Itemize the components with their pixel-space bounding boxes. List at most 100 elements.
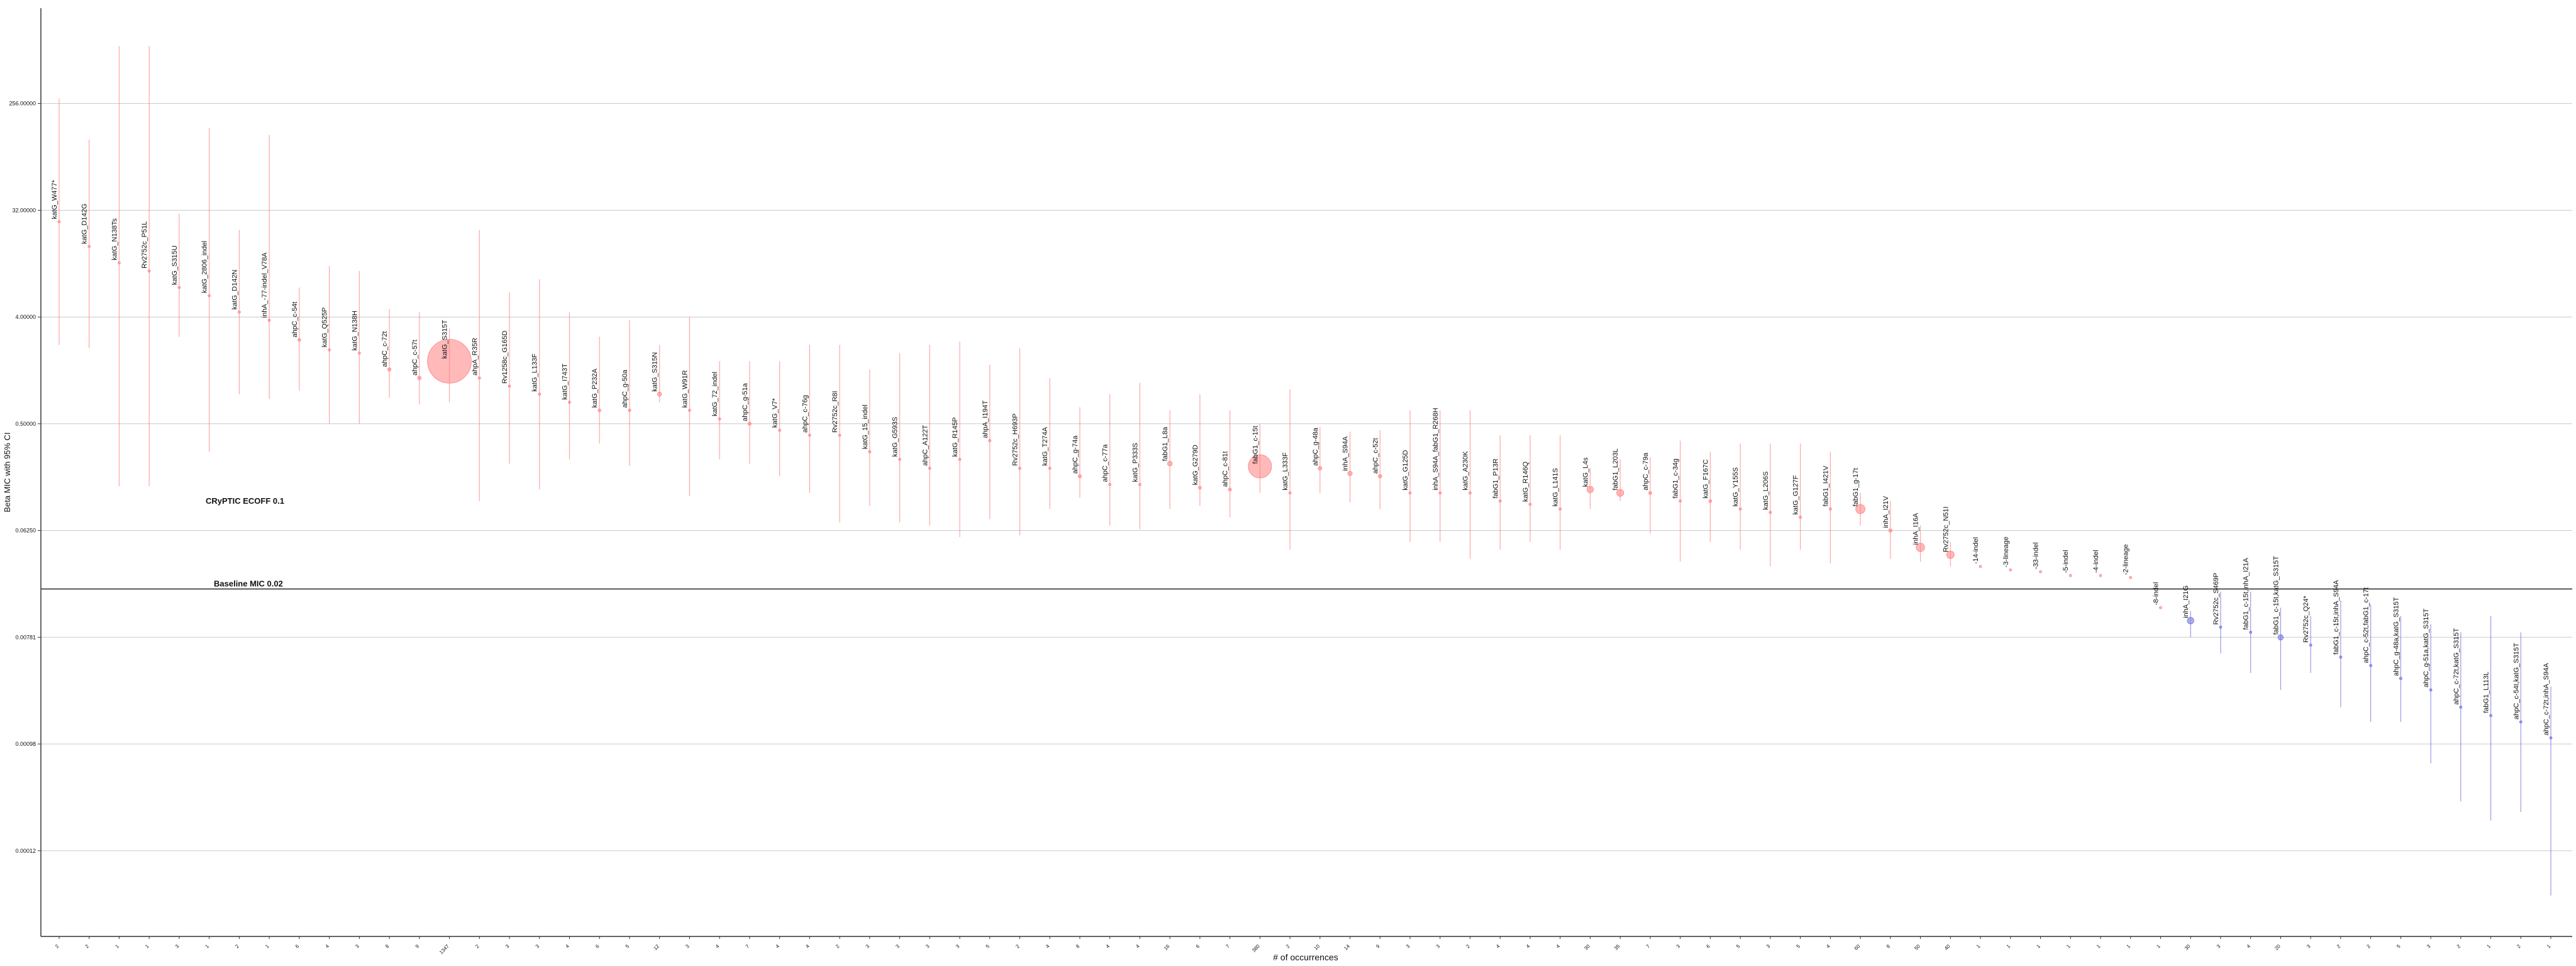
point — [1979, 565, 1982, 569]
x-tick-label: 1 — [2006, 943, 2012, 950]
point-label: inhA_-77-indel_V78A — [261, 252, 269, 318]
x-tick-label: 4 — [325, 943, 331, 950]
point-label: ahpC_c-52t,fabG1_c-17t — [2363, 587, 2370, 663]
point — [57, 220, 61, 223]
point — [838, 433, 841, 437]
x-tick-label: 1 — [2035, 943, 2041, 950]
point-label: ahpA_R35R — [471, 338, 479, 375]
point — [898, 457, 901, 461]
point-label: katG_L141S — [1552, 468, 1560, 506]
x-tick-label: 6 — [1705, 943, 1711, 950]
x-tick-label: 30 — [2184, 943, 2192, 952]
point — [2068, 574, 2072, 577]
x-tick-label: 5 — [2396, 943, 2402, 950]
point — [2039, 570, 2042, 574]
y-tick-label: 256.00000 — [9, 101, 36, 107]
point — [1018, 467, 1021, 470]
point — [2099, 574, 2102, 577]
point-label: ahpC_c-72t — [381, 331, 389, 367]
x-tick-label: 2 — [54, 943, 60, 950]
y-tick-label: 0.00012 — [15, 848, 36, 854]
point-label: fabG1_c-15t,inhA_S94A — [2333, 580, 2340, 655]
point-label: katG_W477* — [51, 179, 58, 219]
x-tick-label: 14 — [1343, 943, 1351, 952]
x-tick-label: 1 — [2126, 943, 2132, 950]
point-label: ahpC_c-72t,katG_S315T — [2453, 628, 2460, 705]
y-tick-label: 0.00781 — [15, 634, 36, 640]
point-label: fabG1_L203L — [1612, 448, 1619, 491]
point-label: ahpC_c-77a — [1102, 444, 1109, 482]
y-axis-label: Beta MIC with 95% CI — [3, 432, 12, 512]
point — [928, 467, 931, 470]
point — [1167, 460, 1173, 467]
point-label: ahpC_g-50a — [621, 369, 629, 408]
x-tick-label: 2 — [234, 943, 240, 950]
point-label: Rv2752c_S469P — [2212, 573, 2220, 625]
point — [267, 318, 271, 322]
point — [1248, 454, 1272, 479]
x-tick-label: 5 — [1735, 943, 1741, 950]
point — [297, 338, 301, 342]
x-tick-label: 1 — [114, 943, 120, 950]
point — [357, 352, 361, 355]
point-label: fabG1_c-15t,inhA_I21A — [2243, 557, 2250, 630]
point — [1799, 515, 1802, 519]
point-label: katG_L4s — [1582, 457, 1589, 487]
point — [1738, 507, 1742, 511]
point — [1108, 483, 1112, 486]
point-label: fabG1_P13R — [1492, 458, 1499, 499]
x-tick-label: 3 — [174, 943, 180, 950]
point — [2339, 655, 2343, 659]
point-label: ahpC_c-54t — [291, 302, 299, 338]
point-label: Rv2752c_H693P — [1012, 413, 1019, 465]
point — [1138, 483, 1141, 486]
point-label: katG_L333F — [1282, 452, 1289, 491]
point — [1048, 467, 1052, 470]
point — [2369, 663, 2372, 667]
x-tick-label: 10 — [1313, 943, 1321, 952]
x-tick-label: 9 — [414, 943, 421, 950]
y-tick-label: 0.06250 — [15, 528, 36, 534]
point-label: katG_Y155S — [1732, 467, 1740, 506]
x-tick-label: 8 — [1885, 943, 1892, 950]
x-tick-label: 12 — [652, 943, 660, 952]
point — [328, 348, 331, 352]
point — [808, 433, 811, 437]
x-tick-label: 7 — [745, 943, 751, 950]
x-tick-label: 1 — [2096, 943, 2102, 950]
point-label: katG_G125D — [1402, 450, 1409, 491]
x-tick-label: 1 — [2155, 943, 2162, 950]
point-label: katG_R146Q — [1522, 461, 1530, 502]
x-tick-label: 16 — [1163, 943, 1171, 952]
point — [87, 245, 91, 248]
x-tick-label: 3 — [354, 943, 360, 950]
x-tick-label: 7 — [1225, 943, 1231, 950]
point — [657, 392, 662, 397]
point — [958, 457, 962, 461]
point-label: fabG1_g-17t — [1852, 468, 1860, 506]
x-tick-label: 380 — [1251, 943, 1261, 953]
point-label: Rv2752c_N51I — [1942, 506, 1950, 552]
point — [2249, 631, 2253, 634]
x-tick-label: 4 — [714, 943, 721, 950]
point — [1916, 543, 1925, 552]
point-label: katG_Q525P — [321, 308, 329, 348]
point-label: ahpC_c-54t,katG_S315T — [2512, 643, 2520, 719]
point — [2459, 706, 2463, 709]
point — [118, 261, 121, 265]
x-tick-label: 3 — [1675, 943, 1682, 950]
point — [868, 450, 872, 453]
point — [2219, 625, 2223, 629]
point — [387, 367, 392, 372]
x-tick-label: 2 — [1014, 943, 1021, 950]
x-tick-label: 3 — [1435, 943, 1441, 950]
point — [1708, 499, 1713, 503]
x-tick-label: 4 — [1525, 943, 1531, 950]
x-tick-label: 4 — [1825, 943, 1831, 950]
point — [2009, 568, 2012, 572]
point-label: katG_72_indel — [711, 372, 719, 416]
point-label: katG_P333S — [1131, 443, 1139, 482]
x-tick-label: 3 — [2216, 943, 2222, 950]
point-label: inhA_I21V — [1882, 496, 1890, 528]
